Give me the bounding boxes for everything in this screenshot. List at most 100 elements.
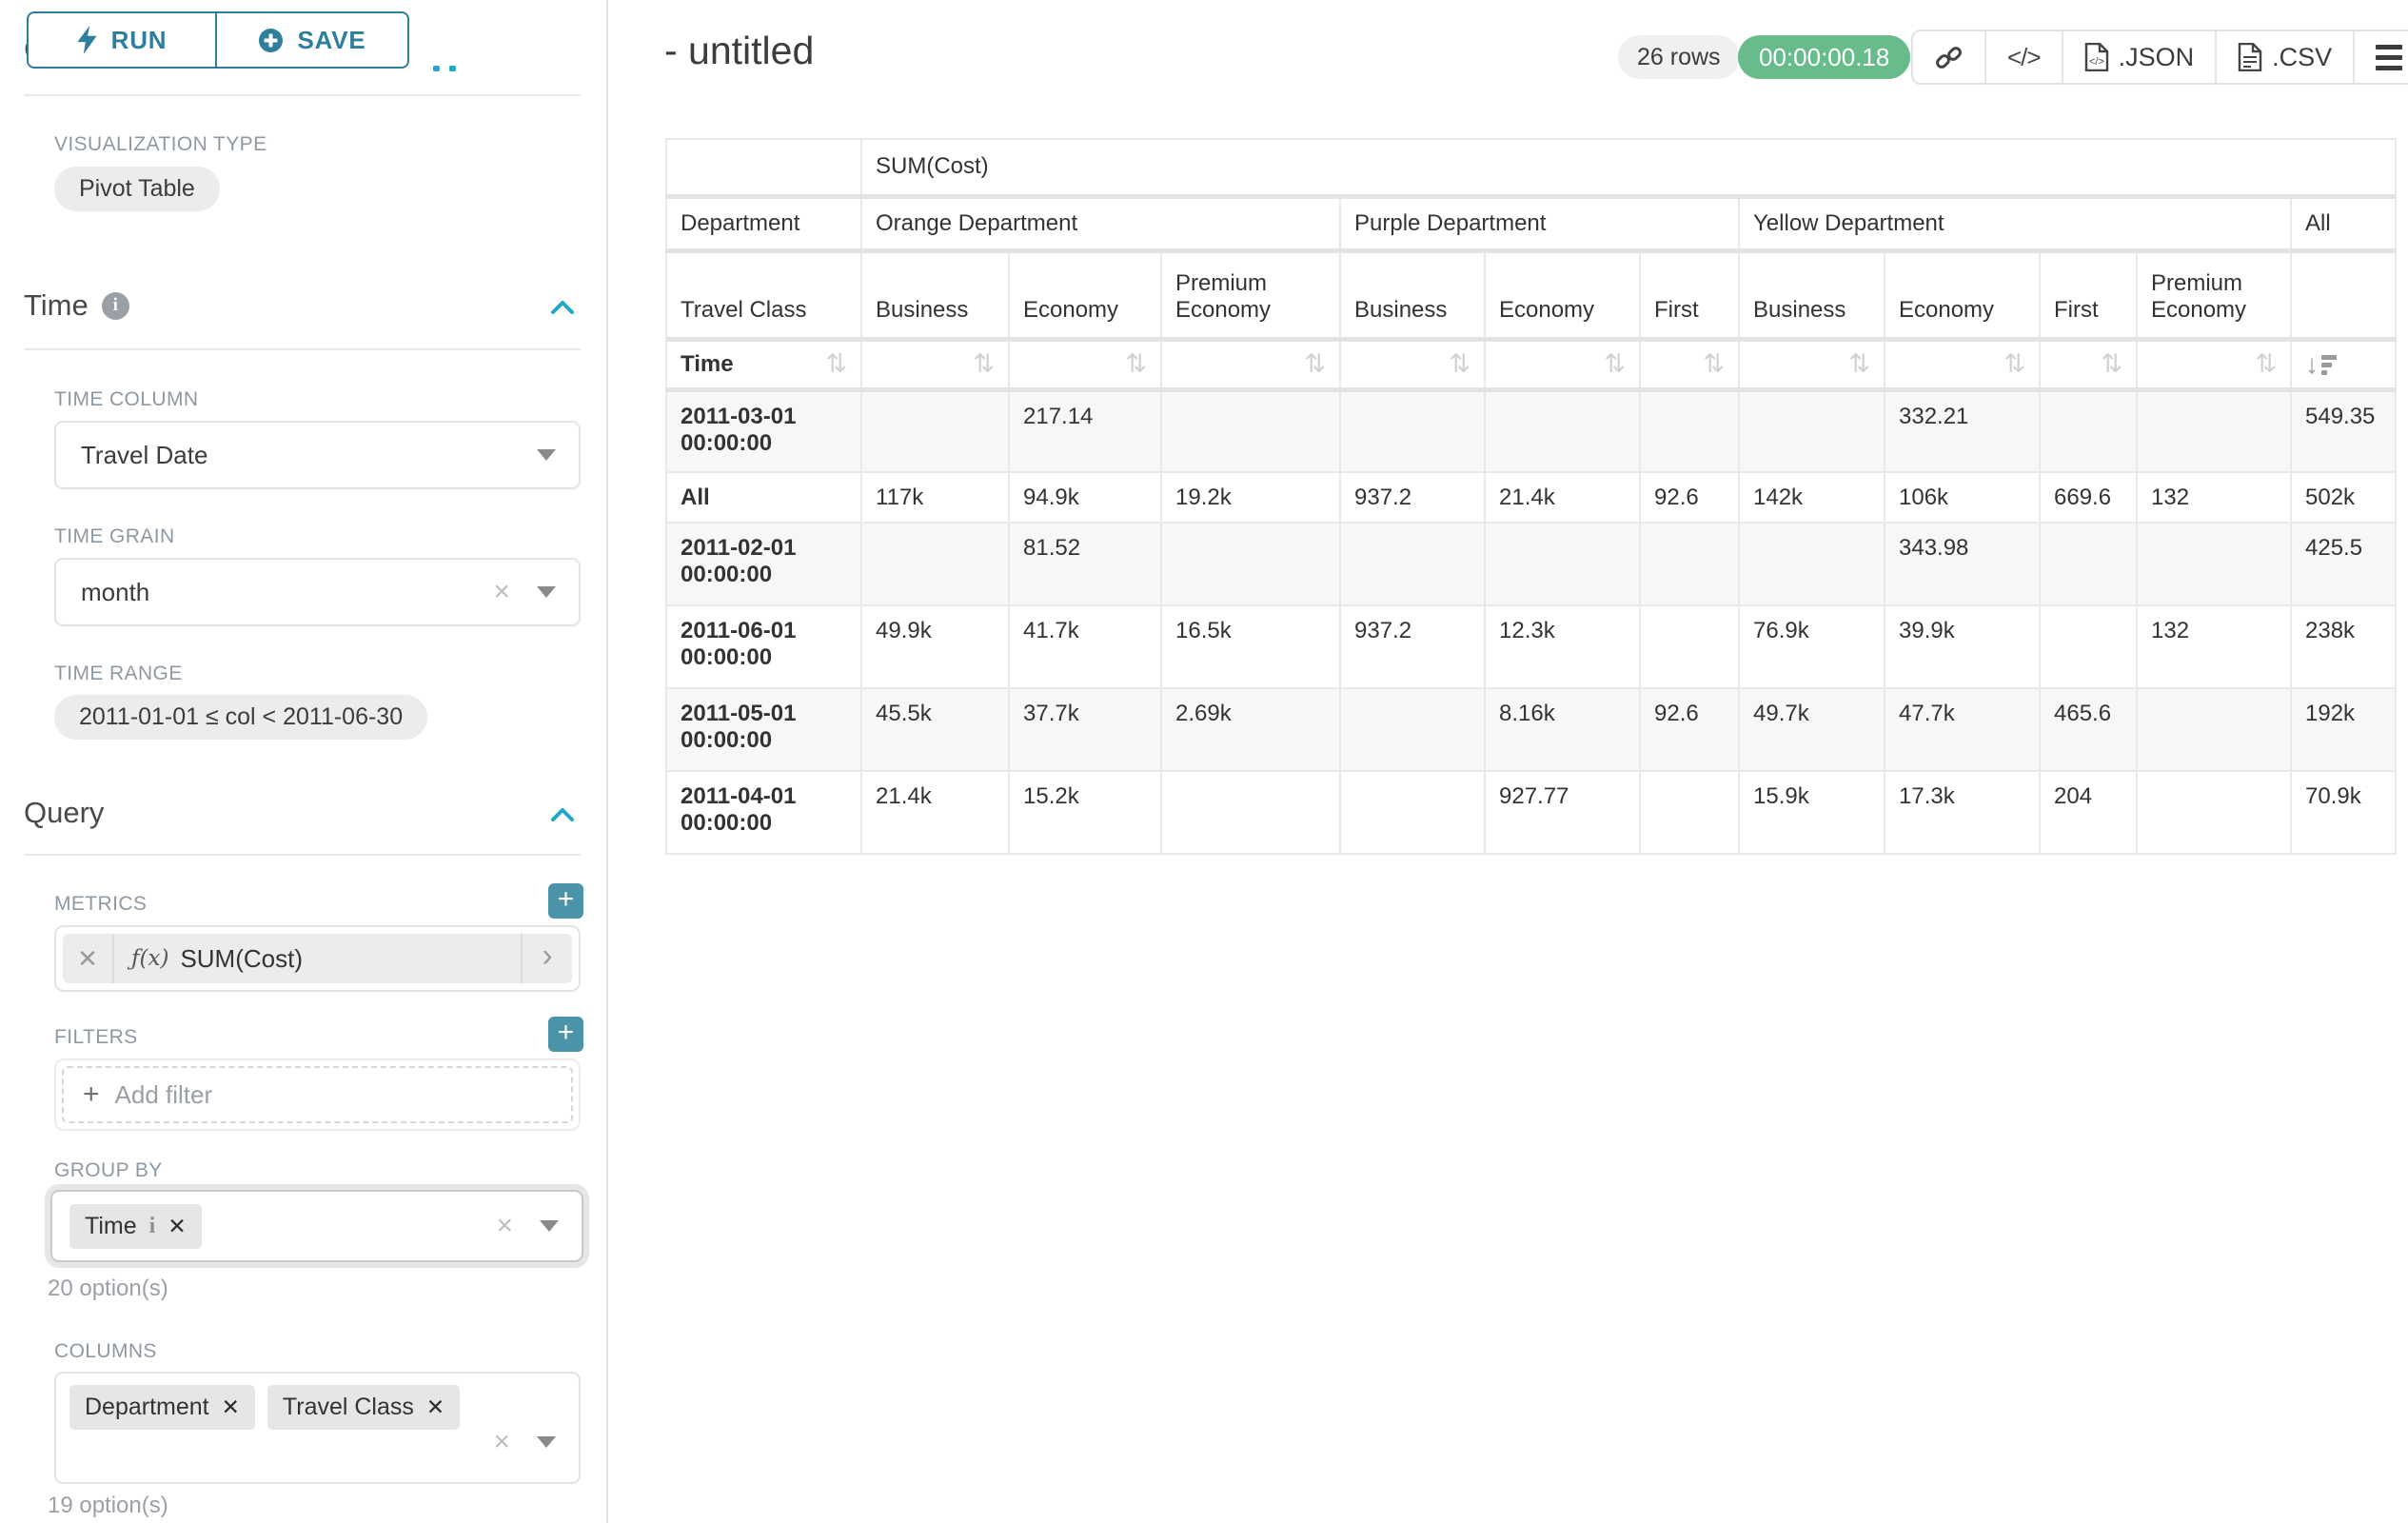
add-metric-button[interactable]: +: [548, 883, 583, 919]
department-group-header: Purple Department: [1340, 196, 1739, 250]
time-grain-value: month: [81, 578, 149, 607]
add-filter-button[interactable]: + Add filter: [62, 1066, 573, 1123]
cell: [2040, 523, 2137, 605]
metric-header: SUM(Cost): [861, 139, 2396, 196]
info-icon: i: [149, 1214, 156, 1239]
cell: 92.6: [1640, 472, 1739, 523]
sort-toggle-icon[interactable]: ⇅: [2255, 351, 2277, 377]
save-button-label: SAVE: [297, 26, 365, 55]
metrics-container: ✕ ƒ(x) SUM(Cost) ›: [54, 925, 581, 992]
cell: [1161, 389, 1340, 472]
json-file-icon: </>: [2084, 43, 2109, 71]
query-duration-badge: 00:00:00.18: [1738, 35, 1910, 79]
function-icon: ƒ(x): [131, 946, 168, 971]
sort-toggle-icon[interactable]: ⇅: [2101, 351, 2122, 377]
sort-toggle-icon[interactable]: ⇅: [1449, 351, 1470, 377]
embed-code-button[interactable]: </>: [1984, 31, 2062, 83]
sort-toggle-icon[interactable]: ⇅: [973, 351, 995, 377]
sort-descending-icon[interactable]: ↓: [2305, 351, 2381, 378]
export-json-button[interactable]: </> .JSON: [2062, 31, 2216, 83]
sort-toggle-icon[interactable]: ⇅: [825, 351, 847, 377]
csv-file-icon: [2238, 43, 2262, 71]
class-header: Premium Economy: [2137, 250, 2291, 339]
save-button[interactable]: SAVE: [215, 13, 407, 67]
remove-chip-icon[interactable]: ✕: [426, 1394, 444, 1420]
time-range-value[interactable]: 2011-01-01 ≤ col < 2011-06-30: [54, 695, 427, 740]
more-options-button[interactable]: [2353, 31, 2408, 83]
sort-toggle-icon[interactable]: ⇅: [1125, 351, 1147, 377]
collapse-query-section-icon[interactable]: [550, 806, 575, 823]
chevron-down-icon[interactable]: [537, 1436, 556, 1448]
cell: 41.7k: [1009, 605, 1161, 688]
sort-toggle-icon[interactable]: ⇅: [2003, 351, 2025, 377]
sort-toggle-icon[interactable]: ⇅: [1703, 351, 1725, 377]
cell: 117k: [861, 472, 1009, 523]
row-label: 2011-03-01 00:00:00: [666, 389, 861, 472]
clear-icon[interactable]: ×: [493, 578, 510, 606]
expand-metric-icon[interactable]: ›: [521, 934, 572, 983]
chart-panel: - untitled 26 rows 00:00:00.18 </> </> .…: [610, 0, 2408, 1523]
code-icon: </>: [2007, 43, 2041, 72]
run-button[interactable]: RUN: [29, 13, 215, 67]
run-button-label: RUN: [111, 26, 168, 55]
travel-class-axis-label: Travel Class: [666, 250, 861, 339]
group-by-select[interactable]: Time i ✕ ×: [50, 1190, 583, 1262]
menu-icon: [2376, 45, 2402, 70]
cell: 927.77: [1485, 771, 1640, 854]
sort-cell: ⇅: [1485, 339, 1640, 389]
columns-options-hint: 19 option(s): [48, 1493, 168, 1519]
chevron-down-icon[interactable]: [537, 449, 556, 461]
chip-label: Department: [85, 1394, 209, 1421]
cell: 937.2: [1340, 605, 1485, 688]
row-label: 2011-04-01 00:00:00: [666, 771, 861, 854]
cell: 106k: [1885, 472, 2040, 523]
add-filter-plus-button[interactable]: +: [548, 1017, 583, 1052]
cell: [1640, 605, 1739, 688]
sort-cell: ⇅: [1009, 339, 1161, 389]
sort-toggle-icon[interactable]: ⇅: [1304, 351, 1326, 377]
visualization-type-value[interactable]: Pivot Table: [54, 167, 220, 211]
clear-icon[interactable]: ×: [493, 1428, 510, 1456]
cell: 2.69k: [1161, 688, 1340, 771]
time-range-label: TIME RANGE: [54, 663, 183, 685]
columns-chip-travel-class[interactable]: Travel Class ✕: [267, 1385, 460, 1430]
sort-cell: ⇅: [1340, 339, 1485, 389]
section-divider: [24, 854, 581, 856]
remove-chip-icon[interactable]: ✕: [168, 1214, 186, 1239]
cell: 49.9k: [861, 605, 1009, 688]
clear-icon[interactable]: ×: [496, 1212, 513, 1240]
cell: 937.2: [1340, 472, 1485, 523]
sort-toggle-icon[interactable]: ⇅: [1604, 351, 1626, 377]
metric-label: ƒ(x) SUM(Cost): [114, 934, 521, 983]
metric-item[interactable]: ✕ ƒ(x) SUM(Cost) ›: [63, 934, 572, 983]
chevron-down-icon[interactable]: [537, 586, 556, 598]
sort-cell: ⇅: [1739, 339, 1885, 389]
remove-chip-icon[interactable]: ✕: [222, 1394, 240, 1420]
collapse-time-section-icon[interactable]: [550, 299, 575, 316]
group-by-chip-time[interactable]: Time i ✕: [69, 1204, 202, 1249]
cell: [1161, 771, 1340, 854]
table-row: 2011-03-01 00:00:00 217.14 332.21 549.35: [666, 389, 2396, 472]
chart-title[interactable]: - untitled: [664, 29, 814, 73]
columns-select[interactable]: Department ✕ Travel Class ✕ ×: [54, 1372, 581, 1484]
visualization-type-label: VISUALIZATION TYPE: [54, 133, 266, 156]
time-column-label: TIME COLUMN: [54, 388, 198, 411]
class-header: Business: [1739, 250, 1885, 339]
chevron-down-icon[interactable]: [540, 1220, 559, 1232]
share-link-button[interactable]: [1913, 31, 1984, 83]
cell: 465.6: [2040, 688, 2137, 771]
cell: [1340, 389, 1485, 472]
cell: [861, 389, 1009, 472]
cell: 142k: [1739, 472, 1885, 523]
filters-container: + Add filter: [54, 1058, 581, 1131]
time-column-select[interactable]: Travel Date: [54, 421, 581, 489]
sort-toggle-icon[interactable]: ⇅: [1848, 351, 1870, 377]
time-grain-select[interactable]: month ×: [54, 558, 581, 626]
export-csv-button[interactable]: .CSV: [2215, 31, 2353, 83]
remove-metric-icon[interactable]: ✕: [63, 934, 114, 983]
department-group-header: Yellow Department: [1739, 196, 2291, 250]
time-section-title: Time: [24, 288, 89, 323]
cell: 549.35: [2291, 389, 2396, 472]
section-divider: [24, 94, 581, 96]
columns-chip-department[interactable]: Department ✕: [69, 1385, 255, 1430]
